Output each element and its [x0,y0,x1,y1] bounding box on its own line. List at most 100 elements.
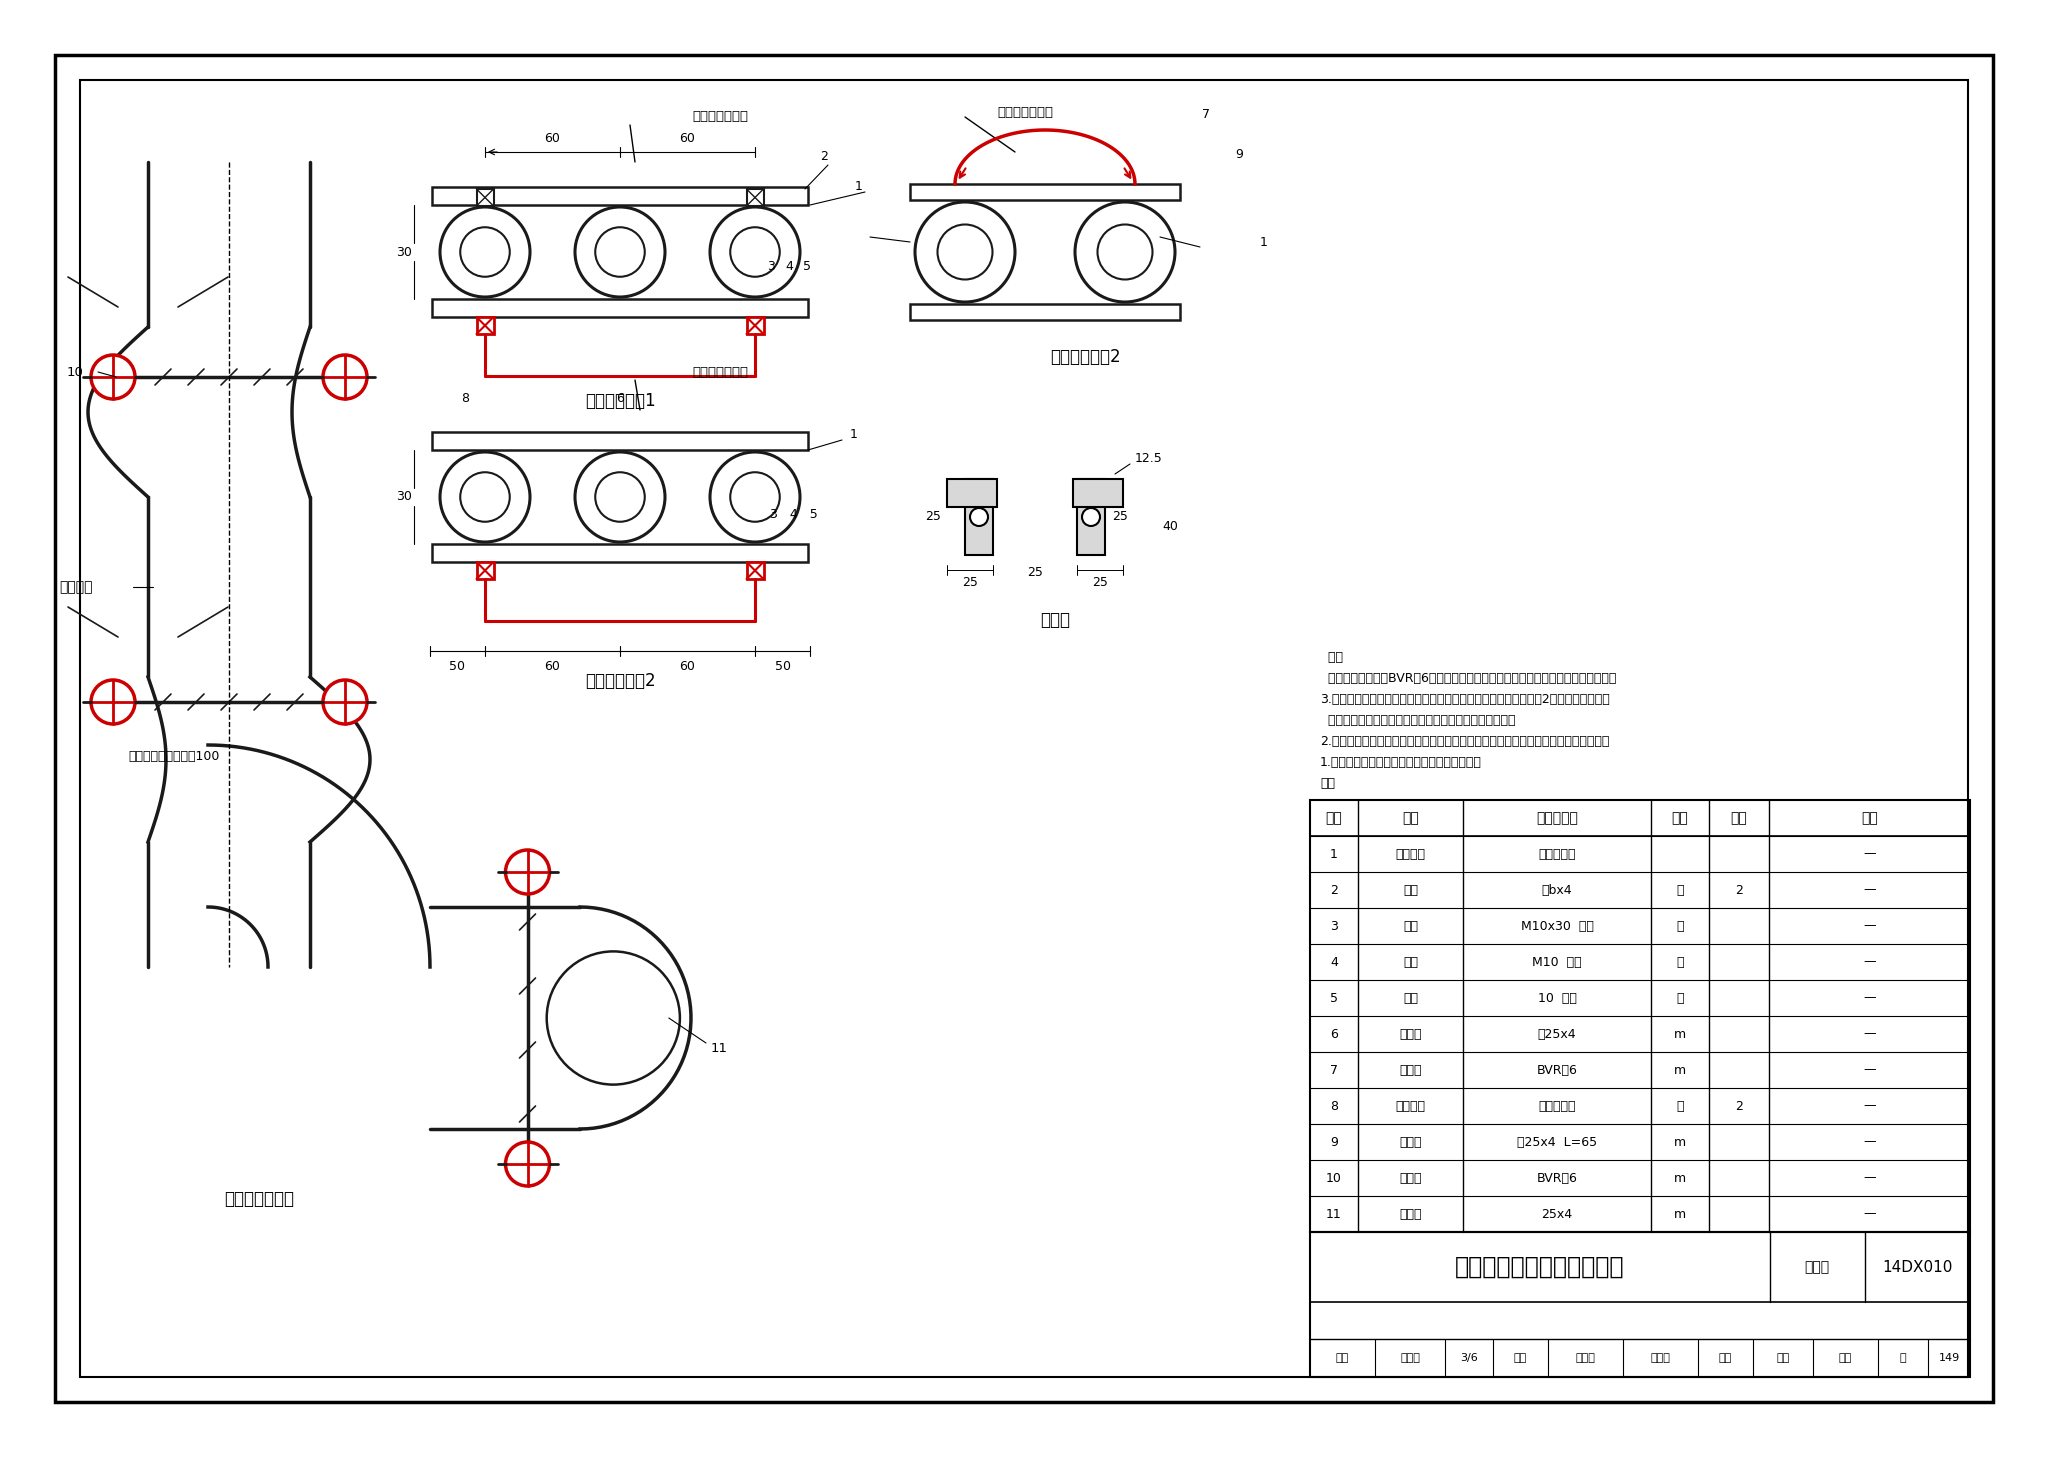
Text: 跨接线: 跨接线 [1399,1064,1421,1077]
Bar [1073,479,1122,507]
Text: m: m [1673,1027,1686,1040]
Text: 10  镀锌: 10 镀锌 [1538,992,1577,1004]
Text: M10x30  镀锌: M10x30 镀锌 [1520,919,1593,932]
Text: 金属管线方案2: 金属管线方案2 [584,672,655,691]
Text: —: — [1864,1027,1876,1040]
Text: 1: 1 [1329,848,1337,861]
Text: 60: 60 [680,660,696,673]
Text: 连接片: 连接片 [1399,1135,1421,1148]
Text: 苗晨: 苗晨 [1839,1354,1851,1362]
Text: －bx4: －bx4 [1542,883,1573,896]
Text: 校对: 校对 [1513,1354,1528,1362]
Bar [965,479,993,555]
Text: 6: 6 [616,392,625,405]
Text: －25x4: －25x4 [1538,1027,1577,1040]
Text: 个: 个 [1675,992,1683,1004]
Bar [748,562,764,578]
Text: m: m [1673,1171,1686,1185]
Text: 10: 10 [1325,1171,1341,1185]
Text: 名称: 名称 [1403,812,1419,825]
Text: 12.5: 12.5 [1135,453,1163,465]
Bar [477,318,494,334]
Text: —: — [1864,883,1876,896]
Text: 3/6: 3/6 [1460,1354,1479,1362]
Circle shape [90,680,135,724]
Text: 8: 8 [461,392,469,405]
Text: 见工程设计: 见工程设计 [1538,1100,1575,1113]
Text: 个: 个 [1675,919,1683,932]
Bar [946,479,997,507]
Text: 2: 2 [819,150,827,163]
Text: —: — [1864,956,1876,969]
Text: —: — [1864,1135,1876,1148]
Text: 数量: 数量 [1731,812,1747,825]
Text: 接地线: 接地线 [1399,1208,1421,1221]
Text: 9: 9 [1235,147,1243,160]
Text: 7: 7 [1202,108,1210,121]
Text: 徐建华: 徐建华 [1651,1354,1671,1362]
Text: 60: 60 [545,660,561,673]
Text: 1.本图为供水系统金属管道及风管的接地安装。: 1.本图为供水系统金属管道及风管的接地安装。 [1321,756,1483,769]
Text: 1: 1 [1260,236,1268,249]
Text: 编号: 编号 [1325,812,1341,825]
Text: 金属管线方案2: 金属管线方案2 [1051,348,1120,366]
Text: 苗晨: 苗晨 [1776,1354,1790,1362]
Text: 螺母: 螺母 [1403,956,1417,969]
Text: 2.金属管线搭接与管道接触及的接触表面须处理干净，安装完毕后刷防护漆，搭接内径: 2.金属管线搭接与管道接触及的接触表面须处理干净，安装完毕后刷防护漆，搭接内径 [1321,734,1610,747]
Bar [748,318,764,334]
Text: —: — [1864,992,1876,1004]
Text: BVR－6: BVR－6 [1536,1064,1577,1077]
Text: 见工程设计: 见工程设计 [1538,848,1575,861]
Text: －25x4  L=65: －25x4 L=65 [1518,1135,1597,1148]
Text: 8: 8 [1329,1100,1337,1113]
Text: 抱箍: 抱箍 [1403,883,1417,896]
Text: 25: 25 [1112,510,1128,523]
Text: 30: 30 [395,245,412,258]
Text: 个: 个 [1675,1100,1683,1113]
Text: 25: 25 [1026,567,1042,580]
Text: 25: 25 [963,577,979,590]
Text: 1: 1 [854,181,862,194]
Text: 单位: 单位 [1671,812,1688,825]
Text: 备注: 备注 [1862,812,1878,825]
Text: 计量表计或阀门: 计量表计或阀门 [692,366,748,379]
Text: 9: 9 [1329,1135,1337,1148]
Text: 3: 3 [768,261,774,274]
Circle shape [506,849,549,895]
Bar [1311,800,1970,1233]
Text: 60: 60 [680,131,696,144]
Bar [477,189,494,205]
Text: 风管夹口: 风管夹口 [59,580,92,594]
Bar [80,80,1968,1377]
Bar [477,562,494,578]
Text: 25: 25 [1092,577,1108,590]
Text: 需要确定。跨接线BVR－6为多股铜芯软线，根据螺栓直径的大小等选环状，擦锡压: 需要确定。跨接线BVR－6为多股铜芯软线，根据螺栓直径的大小等选环状，擦锡压 [1321,672,1616,685]
Text: 螺栓: 螺栓 [1403,919,1417,932]
Text: 接。: 接。 [1321,651,1343,664]
Text: m: m [1673,1135,1686,1148]
Text: 50: 50 [449,660,465,673]
Text: 金属管道: 金属管道 [1395,848,1425,861]
Text: 3   4   5: 3 4 5 [770,508,817,522]
Bar [1077,479,1106,555]
Text: 垫圈: 垫圈 [1403,992,1417,1004]
Text: 风管接地安装图: 风管接地安装图 [223,1190,295,1208]
Circle shape [324,680,367,724]
Bar [432,543,809,562]
Text: 25: 25 [926,510,940,523]
Text: 5: 5 [1329,992,1337,1004]
Bar [432,186,809,205]
Text: 3: 3 [1329,919,1337,932]
Text: 等于管道外径。金属管道与连接件焊接后需做防锈处理。: 等于管道外径。金属管道与连接件焊接后需做防锈处理。 [1321,714,1516,727]
Text: 11: 11 [711,1042,727,1055]
Text: 金属管线、风管接地安装图: 金属管线、风管接地安装图 [1456,1254,1624,1279]
Text: 25x4: 25x4 [1542,1208,1573,1221]
Text: 个: 个 [1675,883,1683,896]
Text: 页: 页 [1901,1354,1907,1362]
Text: —: — [1864,848,1876,861]
Text: 6: 6 [1329,1027,1337,1040]
Text: 11: 11 [1327,1208,1341,1221]
Text: —: — [1864,1171,1876,1185]
Text: 图集号: 图集号 [1804,1260,1829,1273]
Text: 4: 4 [1329,956,1337,969]
